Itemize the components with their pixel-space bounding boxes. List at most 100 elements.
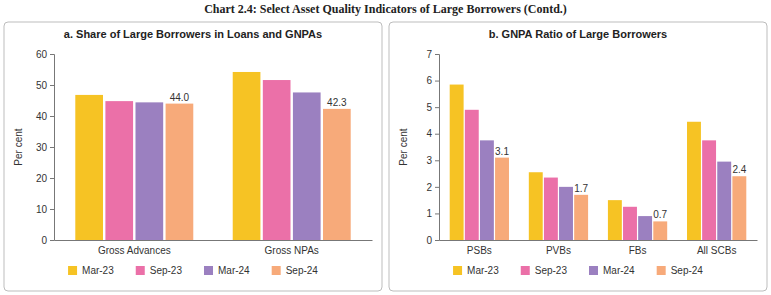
legend-swatch [657,266,666,275]
legend-label: Sep-23 [150,265,183,276]
panel-frame [4,22,382,291]
tick: All SCBs [697,245,736,256]
chart-svg: Chart 2.4: Select Asset Quality Indicato… [0,0,771,295]
chart-title: Chart 2.4: Select Asset Quality Indicato… [204,2,567,16]
tick-mark [435,213,439,214]
data-label: 3.1 [495,146,509,157]
panel-title: b. GNPA Ratio of Large Borrowers [489,28,667,40]
tick-mark [435,134,439,135]
bar [653,221,667,240]
tick-mark [50,54,54,55]
data-label: 1.7 [574,183,588,194]
legend-label: Sep-24 [286,265,319,276]
tick-label: 4 [426,128,432,139]
tick-label: 2 [426,182,432,193]
legend-label: Mar-24 [603,265,635,276]
tick: 20 [36,173,54,184]
data-label: 2.4 [732,164,746,175]
axis-line [50,55,55,241]
tick-mark [435,187,439,188]
tick-label: 20 [36,173,48,184]
tick-label: PVBs [546,245,571,256]
tick: PVBs [546,245,571,256]
legend-label: Mar-23 [467,265,499,276]
bar [135,102,163,240]
tick-label: 6 [426,75,432,86]
bar [480,140,494,240]
x-axis: PSBs PVBs FBs All SCBs [440,241,758,257]
panel-title: a. Share of Large Borrowers in Loans and… [64,28,322,40]
bar [75,95,103,240]
bars [450,85,747,240]
legend-item: Mar-24 [589,265,635,276]
tick-label: PSBs [467,245,492,256]
bar [233,72,261,240]
tick: 0 [41,235,54,246]
legend-item: Sep-23 [136,265,183,276]
tick-mark [50,85,54,86]
bar [559,187,573,240]
bar [293,92,321,240]
tick-mark [435,160,439,161]
tick: 50 [36,80,54,91]
legend-swatch [136,266,145,275]
tick-mark [50,147,54,148]
bar [465,110,479,240]
legend-swatch [521,266,530,275]
bar [529,172,543,240]
data-labels: 44.0 42.3 [170,92,347,108]
tick-mark [435,240,439,241]
bars [75,72,350,240]
tick-mark [435,54,439,55]
chart-root: Chart 2.4: Select Asset Quality Indicato… [0,0,771,295]
tick: 60 [36,49,54,60]
legend-label: Mar-24 [218,265,250,276]
tick-label: 30 [36,142,48,153]
tick-label: FBs [629,245,647,256]
data-label: 42.3 [327,97,347,108]
axis-title: Per cent [13,128,24,165]
y-axis: 0102030405060 [36,49,55,246]
bar [574,195,588,240]
tick: Gross Advances [98,245,171,256]
tick-mark [50,240,54,241]
bar [105,101,133,240]
tick: 6 [426,75,439,86]
tick-label: 40 [36,111,48,122]
tick-label: 0 [426,235,432,246]
tick-label: 1 [426,208,432,219]
legend-item: Sep-23 [521,265,568,276]
tick-label: 5 [426,102,432,113]
bar [687,122,701,240]
bar [623,207,637,240]
panel: a. Share of Large Borrowers in Loans and… [4,22,382,291]
data-label: 44.0 [170,92,190,103]
bar [732,176,746,240]
legend-item: Mar-23 [453,265,499,276]
tick-mark [435,107,439,108]
axis-line [55,240,373,241]
bar [166,104,194,240]
tick: 40 [36,111,54,122]
axis-title: Per cent [398,128,409,165]
legend-swatch [68,266,77,275]
tick: 2 [426,182,439,193]
data-label: 0.7 [653,209,667,220]
legend-item: Sep-24 [272,265,319,276]
legend-swatch [204,266,213,275]
tick: 0 [426,235,439,246]
bar [544,178,558,240]
legend-swatch [272,266,281,275]
bar [450,85,464,240]
legend-item: Mar-24 [204,265,250,276]
bar [263,80,291,240]
y-axis: 01234567 [426,49,439,246]
tick: 30 [36,142,54,153]
legend-item: Sep-24 [657,265,704,276]
legend-swatch [589,266,598,275]
tick: FBs [629,245,647,256]
bar [717,162,731,240]
bar [608,200,622,240]
tick-label: All SCBs [697,245,736,256]
legend-item: Mar-23 [68,265,114,276]
